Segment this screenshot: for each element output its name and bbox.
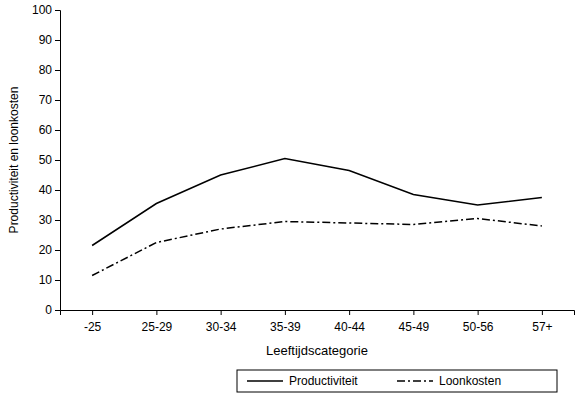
x-tick: -25 bbox=[84, 310, 102, 334]
chart: 0 10 20 30 40 50 60 70 80 90 100 -25 25-29 30-34 35-39… bbox=[0, 0, 584, 399]
y-tick: 80 bbox=[39, 63, 60, 77]
series-line bbox=[92, 159, 542, 246]
y-tick: 60 bbox=[39, 123, 60, 137]
y-tick-mark bbox=[55, 250, 60, 251]
y-tick-label: 80 bbox=[39, 63, 53, 77]
y-tick-mark bbox=[55, 40, 60, 41]
y-tick-label: 50 bbox=[39, 153, 53, 167]
x-tick-label: 30-34 bbox=[206, 320, 237, 334]
y-tick-mark bbox=[55, 130, 60, 131]
y-tick: 0 bbox=[45, 303, 60, 317]
y-tick-label: 30 bbox=[39, 213, 53, 227]
y-tick-mark bbox=[55, 190, 60, 191]
y-tick-label: 0 bbox=[45, 303, 52, 317]
y-tick-mark bbox=[55, 160, 60, 161]
x-tick-mark bbox=[156, 310, 157, 315]
x-tick: 57+ bbox=[532, 310, 552, 334]
x-tick-mark bbox=[92, 310, 93, 315]
legend: Productiviteit Loonkosten bbox=[237, 370, 557, 392]
x-tick-label: 57+ bbox=[532, 320, 552, 334]
x-tick-mark bbox=[285, 310, 286, 315]
legend-label: Loonkosten bbox=[439, 374, 501, 388]
y-tick: 20 bbox=[39, 243, 60, 257]
y-tick-label: 10 bbox=[39, 273, 53, 287]
x-tick-mark bbox=[221, 310, 222, 315]
x-tick: 25-29 bbox=[142, 310, 173, 334]
y-tick-label: 90 bbox=[39, 33, 53, 47]
x-tick-label: -25 bbox=[84, 320, 102, 334]
x-tick-label: 40-44 bbox=[334, 320, 365, 334]
y-tick-label: 40 bbox=[39, 183, 53, 197]
x-tick: 40-44 bbox=[334, 310, 365, 334]
x-tick-label: 45-49 bbox=[399, 320, 430, 334]
x-tick-mark bbox=[542, 310, 543, 315]
x-tick-mark bbox=[349, 310, 350, 315]
y-tick-label: 100 bbox=[32, 3, 52, 17]
legend-swatch bbox=[397, 380, 433, 382]
x-tick: 35-39 bbox=[270, 310, 301, 334]
y-tick: 100 bbox=[32, 3, 60, 17]
y-tick-label: 70 bbox=[39, 93, 53, 107]
x-tick-mark bbox=[413, 310, 414, 315]
y-tick-label: 20 bbox=[39, 243, 53, 257]
y-axis-title: Productiviteit en loonkosten bbox=[7, 87, 21, 234]
x-tick: 45-49 bbox=[399, 310, 430, 334]
legend-box bbox=[237, 370, 557, 392]
x-tick-label: 50-56 bbox=[463, 320, 494, 334]
series-line bbox=[92, 219, 542, 276]
lines bbox=[92, 159, 542, 276]
y-tick: 40 bbox=[39, 183, 60, 197]
plot: 0 10 20 30 40 50 60 70 80 90 100 -25 25-29 30-34 35-39… bbox=[32, 3, 575, 334]
y-tick: 10 bbox=[39, 273, 60, 287]
y-tick-mark bbox=[55, 280, 60, 281]
y-tick-label: 60 bbox=[39, 123, 53, 137]
y-axis-line bbox=[55, 11, 61, 311]
y-tick: 90 bbox=[39, 33, 60, 47]
x-tick: 50-56 bbox=[463, 310, 494, 334]
y-tick-mark bbox=[55, 10, 60, 11]
y-tick-mark bbox=[55, 310, 60, 311]
legend-label: Productiviteit bbox=[289, 374, 358, 388]
x-tick-label: 25-29 bbox=[142, 320, 173, 334]
x-tick: 30-34 bbox=[206, 310, 237, 334]
x-tick-label: 35-39 bbox=[270, 320, 301, 334]
y-tick: 30 bbox=[39, 213, 60, 227]
y-tick: 50 bbox=[39, 153, 60, 167]
y-tick-mark bbox=[55, 70, 60, 71]
x-axis-line bbox=[61, 311, 575, 316]
y-tick: 70 bbox=[39, 93, 60, 107]
x-axis: -25 25-29 30-34 35-39 40-44 45-49 50-56 57+ bbox=[61, 310, 575, 334]
legend-swatch bbox=[247, 380, 283, 382]
x-axis-title: Leeftijdscategorie bbox=[266, 343, 368, 358]
y-tick-mark bbox=[55, 100, 60, 101]
y-tick-mark bbox=[55, 220, 60, 221]
y-axis: 0 10 20 30 40 50 60 70 80 90 100 bbox=[32, 3, 61, 317]
x-tick-mark bbox=[478, 310, 479, 315]
